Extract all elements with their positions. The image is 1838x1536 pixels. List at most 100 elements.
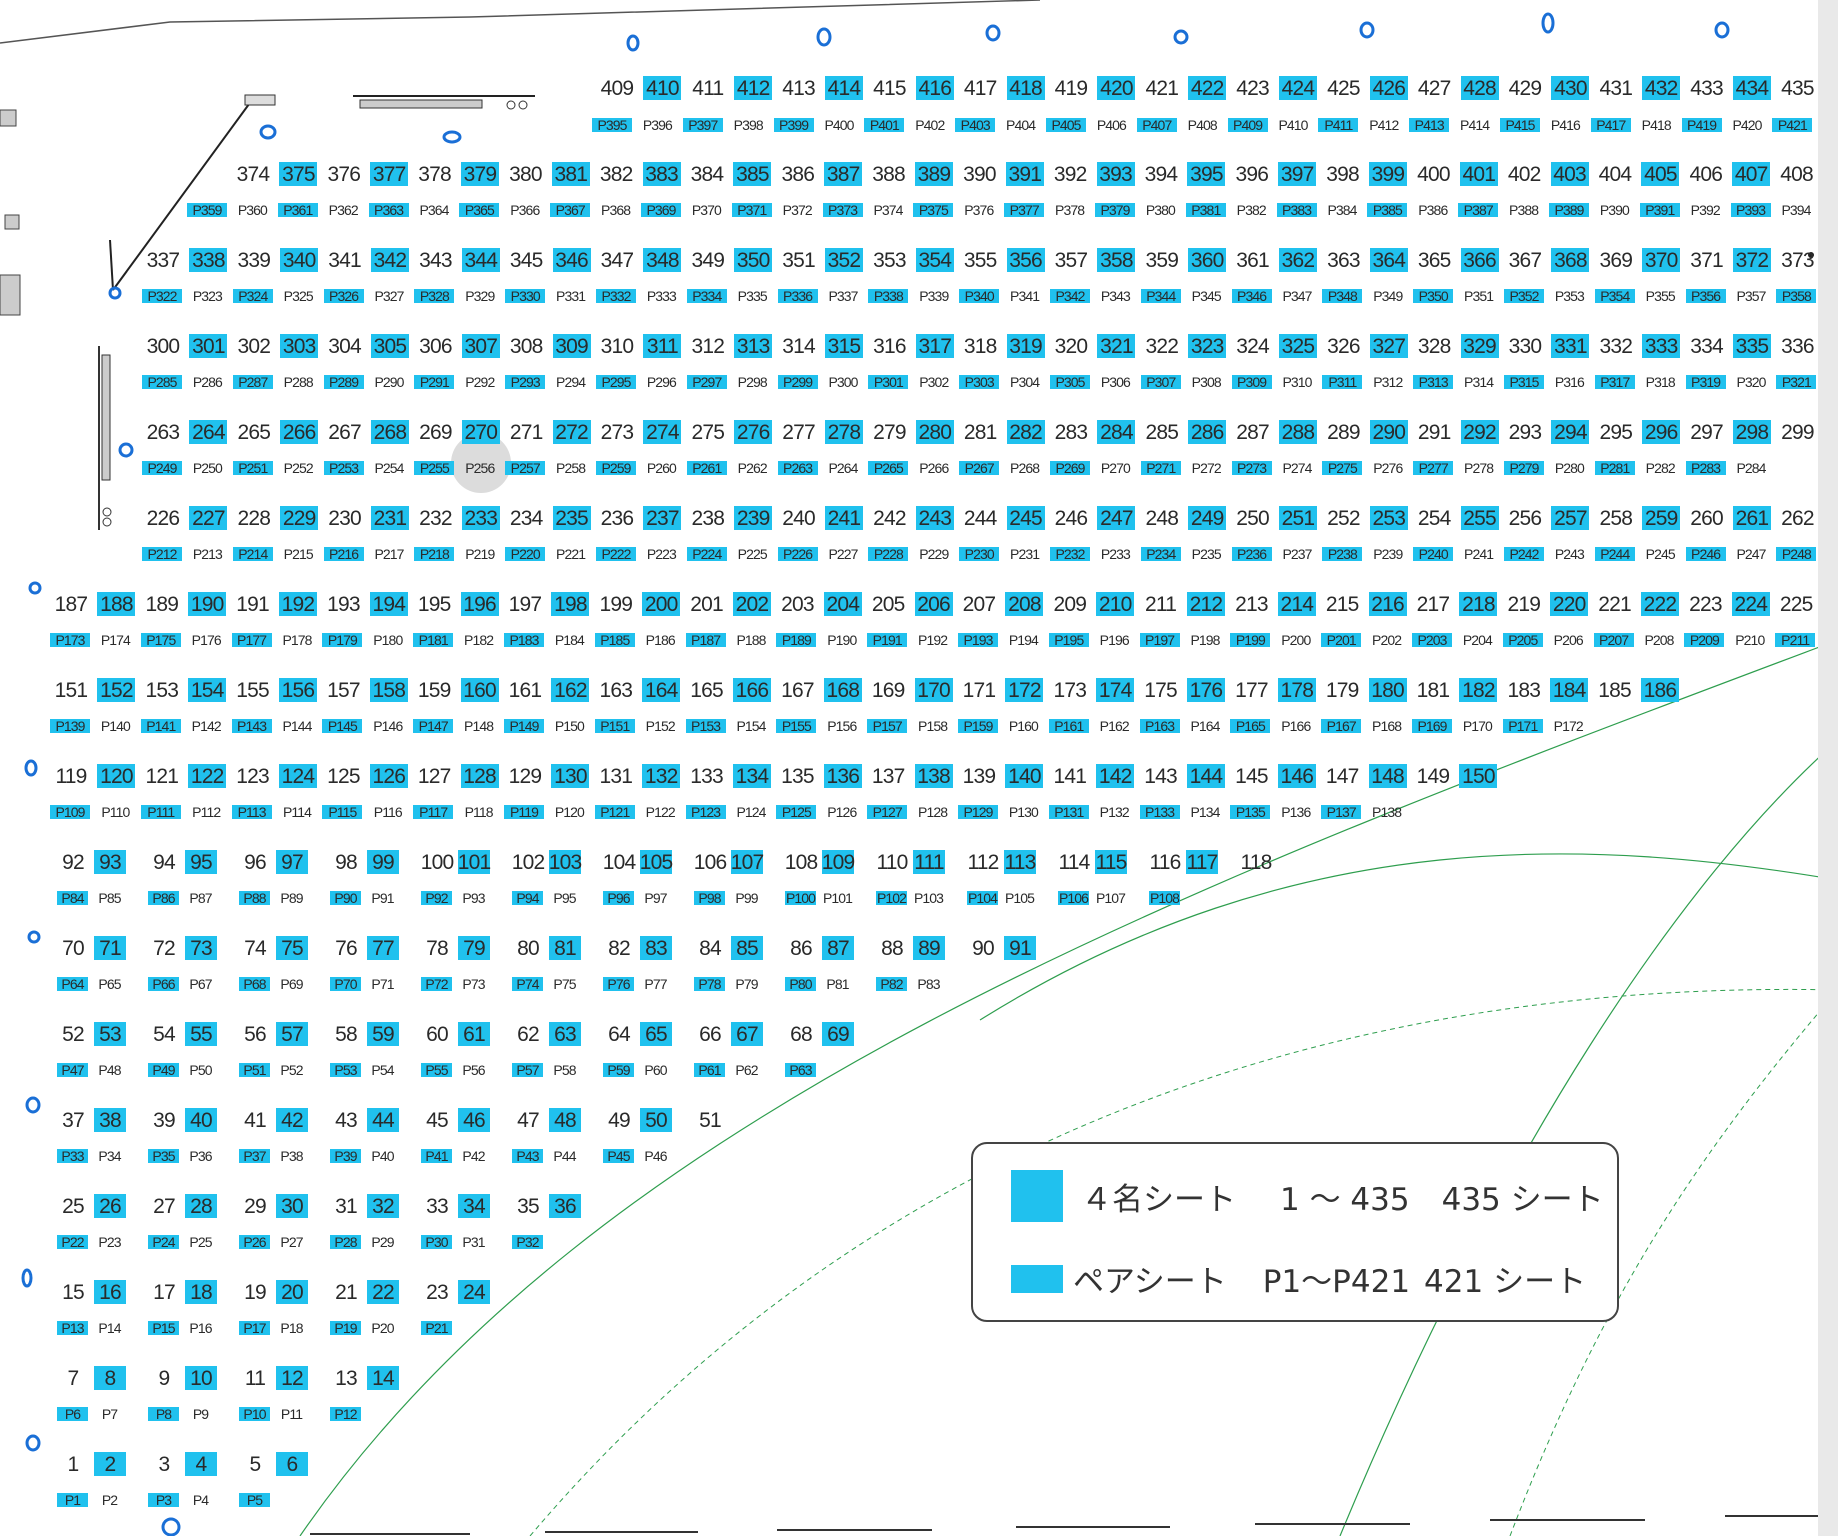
pair-seat[interactable]: P266 — [919, 460, 949, 476]
four-seat[interactable]: 13 — [335, 1366, 358, 1390]
four-seat[interactable]: 323 — [1188, 334, 1227, 358]
four-seat[interactable]: 332 — [1599, 334, 1633, 358]
four-seat[interactable]: 216 — [1368, 592, 1407, 616]
four-seat[interactable]: 431 — [1599, 76, 1633, 100]
pair-seat[interactable]: P62 — [735, 1062, 758, 1078]
four-seat[interactable]: 179 — [1325, 678, 1359, 702]
four-seat[interactable]: 399 — [1369, 162, 1407, 186]
four-seat[interactable]: 142 — [1096, 764, 1135, 788]
four-seat[interactable]: 119 — [55, 764, 87, 788]
four-seat[interactable]: 188 — [97, 592, 136, 616]
four-seat[interactable]: 92 — [62, 850, 85, 874]
pair-seat[interactable]: P57 — [512, 1063, 543, 1077]
four-seat[interactable]: 422 — [1188, 76, 1227, 100]
pair-seat[interactable]: P390 — [1599, 202, 1630, 218]
four-seat[interactable]: 358 — [1097, 248, 1136, 272]
four-seat[interactable]: 198 — [551, 592, 590, 616]
pair-seat[interactable]: P167 — [1321, 719, 1362, 733]
pair-seat[interactable]: P232 — [1050, 547, 1090, 561]
pair-seat[interactable]: P348 — [1322, 289, 1363, 303]
pair-seat[interactable]: P271 — [1140, 461, 1181, 475]
four-seat[interactable]: 357 — [1054, 248, 1088, 272]
pair-seat[interactable]: P202 — [1372, 632, 1402, 648]
four-seat[interactable]: 202 — [733, 592, 771, 616]
four-seat[interactable]: 326 — [1327, 334, 1360, 358]
pair-seat[interactable]: P333 — [646, 288, 677, 304]
four-seat[interactable]: 176 — [1187, 678, 1225, 702]
pair-seat[interactable]: P381 — [1185, 203, 1226, 217]
four-seat[interactable]: 257 — [1551, 506, 1590, 530]
four-seat[interactable]: 427 — [1417, 76, 1451, 100]
pair-seat[interactable]: P81 — [826, 976, 849, 992]
four-seat[interactable]: 310 — [600, 334, 634, 358]
four-seat[interactable]: 93 — [94, 850, 126, 874]
four-seat[interactable]: 296 — [1642, 420, 1681, 444]
four-seat[interactable]: 356 — [1006, 248, 1045, 272]
four-seat[interactable]: 291 — [1417, 420, 1451, 444]
pair-seat[interactable]: P270 — [1100, 460, 1131, 476]
four-seat[interactable]: 276 — [734, 420, 773, 444]
pair-seat[interactable]: P193 — [958, 633, 998, 647]
pair-seat[interactable]: P394 — [1781, 202, 1811, 218]
four-seat[interactable]: 145 — [1235, 764, 1268, 788]
four-seat[interactable]: 386 — [781, 162, 815, 186]
pair-seat[interactable]: P25 — [189, 1234, 212, 1250]
pair-seat[interactable]: P84 — [57, 891, 88, 905]
pair-seat[interactable]: P415 — [1500, 118, 1540, 132]
pair-seat[interactable]: P116 — [373, 804, 403, 820]
four-seat[interactable]: 16 — [94, 1280, 126, 1304]
four-seat[interactable]: 156 — [279, 678, 317, 702]
pair-seat[interactable]: P105 — [1004, 890, 1035, 906]
four-seat[interactable]: 146 — [1277, 764, 1316, 788]
four-seat[interactable]: 123 — [236, 764, 269, 788]
pair-seat[interactable]: P79 — [735, 976, 758, 992]
pair-seat[interactable]: P132 — [1099, 804, 1130, 820]
four-seat[interactable]: 416 — [915, 76, 954, 100]
four-seat[interactable]: 292 — [1460, 420, 1499, 444]
four-seat[interactable]: 21 — [335, 1280, 358, 1304]
pair-seat[interactable]: P30 — [421, 1235, 452, 1249]
pair-seat[interactable]: P168 — [1372, 718, 1402, 734]
four-seat[interactable]: 168 — [823, 678, 862, 702]
four-seat[interactable]: 82 — [608, 936, 631, 960]
four-seat[interactable]: 152 — [97, 678, 136, 702]
four-seat[interactable]: 40 — [185, 1108, 217, 1132]
pair-seat[interactable]: P264 — [828, 460, 858, 476]
four-seat[interactable]: 129 — [508, 764, 542, 788]
pair-seat[interactable]: P254 — [374, 460, 404, 476]
four-seat[interactable]: 165 — [690, 678, 723, 702]
four-seat[interactable]: 191 — [236, 592, 269, 616]
pair-seat[interactable]: P392 — [1690, 202, 1721, 218]
pair-seat[interactable]: P173 — [50, 633, 90, 647]
pair-seat[interactable]: P163 — [1139, 719, 1180, 733]
pair-seat[interactable]: P149 — [504, 719, 544, 733]
four-seat[interactable]: 372 — [1733, 248, 1771, 272]
four-seat[interactable]: 282 — [1006, 420, 1045, 444]
pair-seat[interactable]: P279 — [1504, 461, 1544, 475]
four-seat[interactable]: 99 — [367, 850, 399, 874]
four-seat[interactable]: 393 — [1096, 162, 1135, 186]
four-seat[interactable]: 39 — [153, 1108, 176, 1132]
four-seat[interactable]: 419 — [1054, 76, 1088, 100]
four-seat[interactable]: 329 — [1460, 334, 1499, 358]
four-seat[interactable]: 213 — [1235, 592, 1268, 616]
pair-seat[interactable]: P362 — [328, 202, 359, 218]
pair-seat[interactable]: P45 — [603, 1149, 634, 1163]
four-seat[interactable]: 72 — [153, 936, 176, 960]
four-seat[interactable]: 49 — [608, 1108, 631, 1132]
pair-seat[interactable]: P406 — [1096, 117, 1127, 133]
pair-seat[interactable]: P221 — [556, 546, 586, 562]
four-seat[interactable]: 164 — [642, 678, 681, 702]
pair-seat[interactable]: P166 — [1281, 718, 1311, 734]
four-seat[interactable]: 271 — [509, 420, 543, 444]
four-seat[interactable]: 320 — [1054, 334, 1088, 358]
pair-seat[interactable]: P377 — [1004, 203, 1045, 217]
four-seat[interactable]: 252 — [1327, 506, 1360, 530]
pair-seat[interactable]: P331 — [556, 288, 586, 304]
pair-seat[interactable]: P68 — [239, 977, 270, 991]
four-seat[interactable]: 131 — [599, 764, 633, 788]
four-seat[interactable]: 284 — [1097, 420, 1136, 444]
four-seat[interactable]: 158 — [369, 678, 408, 702]
four-seat[interactable]: 304 — [328, 334, 361, 358]
four-seat[interactable]: 280 — [915, 420, 954, 444]
